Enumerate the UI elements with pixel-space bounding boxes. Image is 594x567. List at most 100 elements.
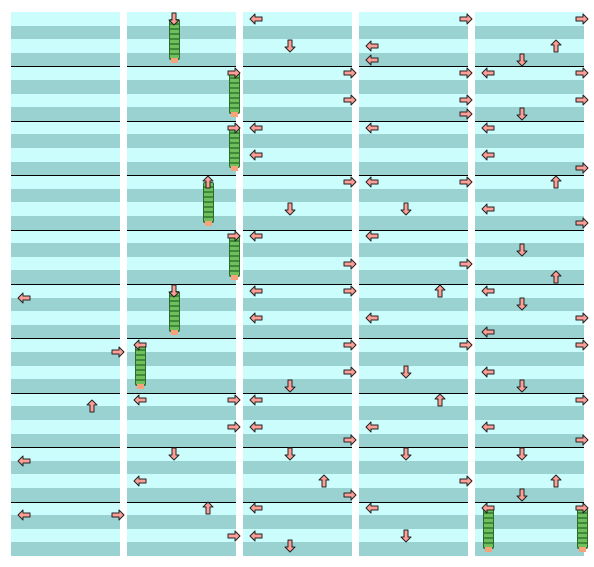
beat-row: [127, 161, 236, 176]
measure-line: [475, 175, 584, 177]
hold-tail: [230, 111, 238, 117]
arrow-down-icon: [516, 297, 528, 311]
measure-line: [127, 447, 236, 449]
arrow-left-icon: [365, 502, 379, 514]
beat-row: [127, 270, 236, 284]
beat-row: [11, 379, 120, 393]
arrow-down-icon: [516, 379, 528, 393]
measure-line: [475, 447, 584, 449]
beat-row: [127, 80, 236, 94]
beat-row: [475, 420, 584, 434]
beat-row: [11, 80, 120, 94]
beat-row: [475, 12, 584, 26]
arrow-right-icon: [343, 434, 357, 446]
arrow-up-icon: [202, 501, 214, 515]
arrow-right-icon: [343, 176, 357, 188]
arrow-left-icon: [249, 502, 263, 514]
beat-row: [11, 93, 120, 108]
beat-row: [475, 284, 584, 298]
beat-row: [127, 243, 236, 257]
beat-row: [127, 52, 236, 67]
arrow-right-icon: [459, 67, 473, 79]
arrow-left-icon: [481, 366, 495, 378]
beat-row: [243, 202, 352, 216]
arrow-right-icon: [575, 502, 589, 514]
measure-line: [359, 66, 468, 68]
arrow-right-icon: [459, 176, 473, 188]
measure-line: [11, 66, 120, 68]
arrow-left-icon: [249, 285, 263, 297]
beat-row: [243, 39, 352, 53]
beat-row: [127, 25, 236, 40]
arrow-down-icon: [284, 379, 296, 393]
beat-row: [475, 120, 584, 135]
beat-row: [127, 324, 236, 339]
beat-row: [359, 460, 468, 475]
beat-row: [11, 474, 120, 488]
beat-row: [11, 12, 120, 26]
beat-row: [475, 134, 584, 148]
arrow-right-icon: [575, 339, 589, 351]
arrow-left-icon: [481, 203, 495, 215]
beat-row: [243, 297, 352, 312]
beat-row: [359, 542, 468, 556]
measure-line: [359, 447, 468, 449]
beat-row: [359, 365, 468, 380]
beat-row: [11, 338, 120, 352]
hold-tail: [230, 275, 238, 281]
beat-row: [475, 392, 584, 407]
beat-row: [475, 39, 584, 53]
measure-line: [243, 66, 352, 68]
beat-row: [243, 256, 352, 271]
beat-row: [11, 175, 120, 189]
beat-row: [11, 229, 120, 244]
beat-row: [475, 216, 584, 230]
arrow-up-icon: [550, 39, 562, 53]
beat-row: [359, 488, 468, 502]
arrow-down-icon: [516, 488, 528, 502]
beat-row: [475, 311, 584, 325]
arrow-down-icon: [284, 539, 296, 553]
beat-row: [243, 134, 352, 148]
arrow-left-icon: [249, 530, 263, 542]
beat-row: [11, 515, 120, 529]
beat-row: [243, 93, 352, 108]
beat-row: [243, 528, 352, 543]
arrow-left-icon: [133, 394, 147, 406]
beat-row: [11, 270, 120, 284]
beat-row: [359, 528, 468, 543]
beat-row: [243, 229, 352, 244]
beat-row: [359, 243, 468, 257]
arrow-down-icon: [400, 529, 412, 543]
beat-row: [127, 229, 236, 244]
arrow-left-icon: [133, 339, 147, 351]
beat-row: [127, 460, 236, 475]
arrow-right-icon: [575, 13, 589, 25]
hold-tail: [136, 383, 144, 389]
arrow-left-icon: [481, 502, 495, 514]
arrow-left-icon: [365, 312, 379, 324]
hold-tail: [170, 57, 178, 63]
arrow-left-icon: [481, 122, 495, 134]
arrow-left-icon: [365, 122, 379, 134]
arrow-right-icon: [343, 489, 357, 501]
measure-line: [127, 392, 236, 394]
beat-row: [475, 297, 584, 312]
beat-row: [11, 284, 120, 298]
beat-row: [243, 488, 352, 502]
measure-line: [243, 447, 352, 449]
beat-row: [11, 52, 120, 67]
beat-row: [359, 161, 468, 176]
measure-line: [243, 120, 352, 122]
arrow-right-icon: [343, 94, 357, 106]
beat-row: [11, 542, 120, 556]
beat-row: [11, 161, 120, 176]
arrow-right-icon: [575, 434, 589, 446]
beat-row: [475, 352, 584, 366]
beat-row: [475, 243, 584, 257]
arrow-down-icon: [400, 447, 412, 461]
arrow-left-icon: [17, 509, 31, 521]
measure-line: [11, 338, 120, 340]
beat-row: [475, 188, 584, 203]
